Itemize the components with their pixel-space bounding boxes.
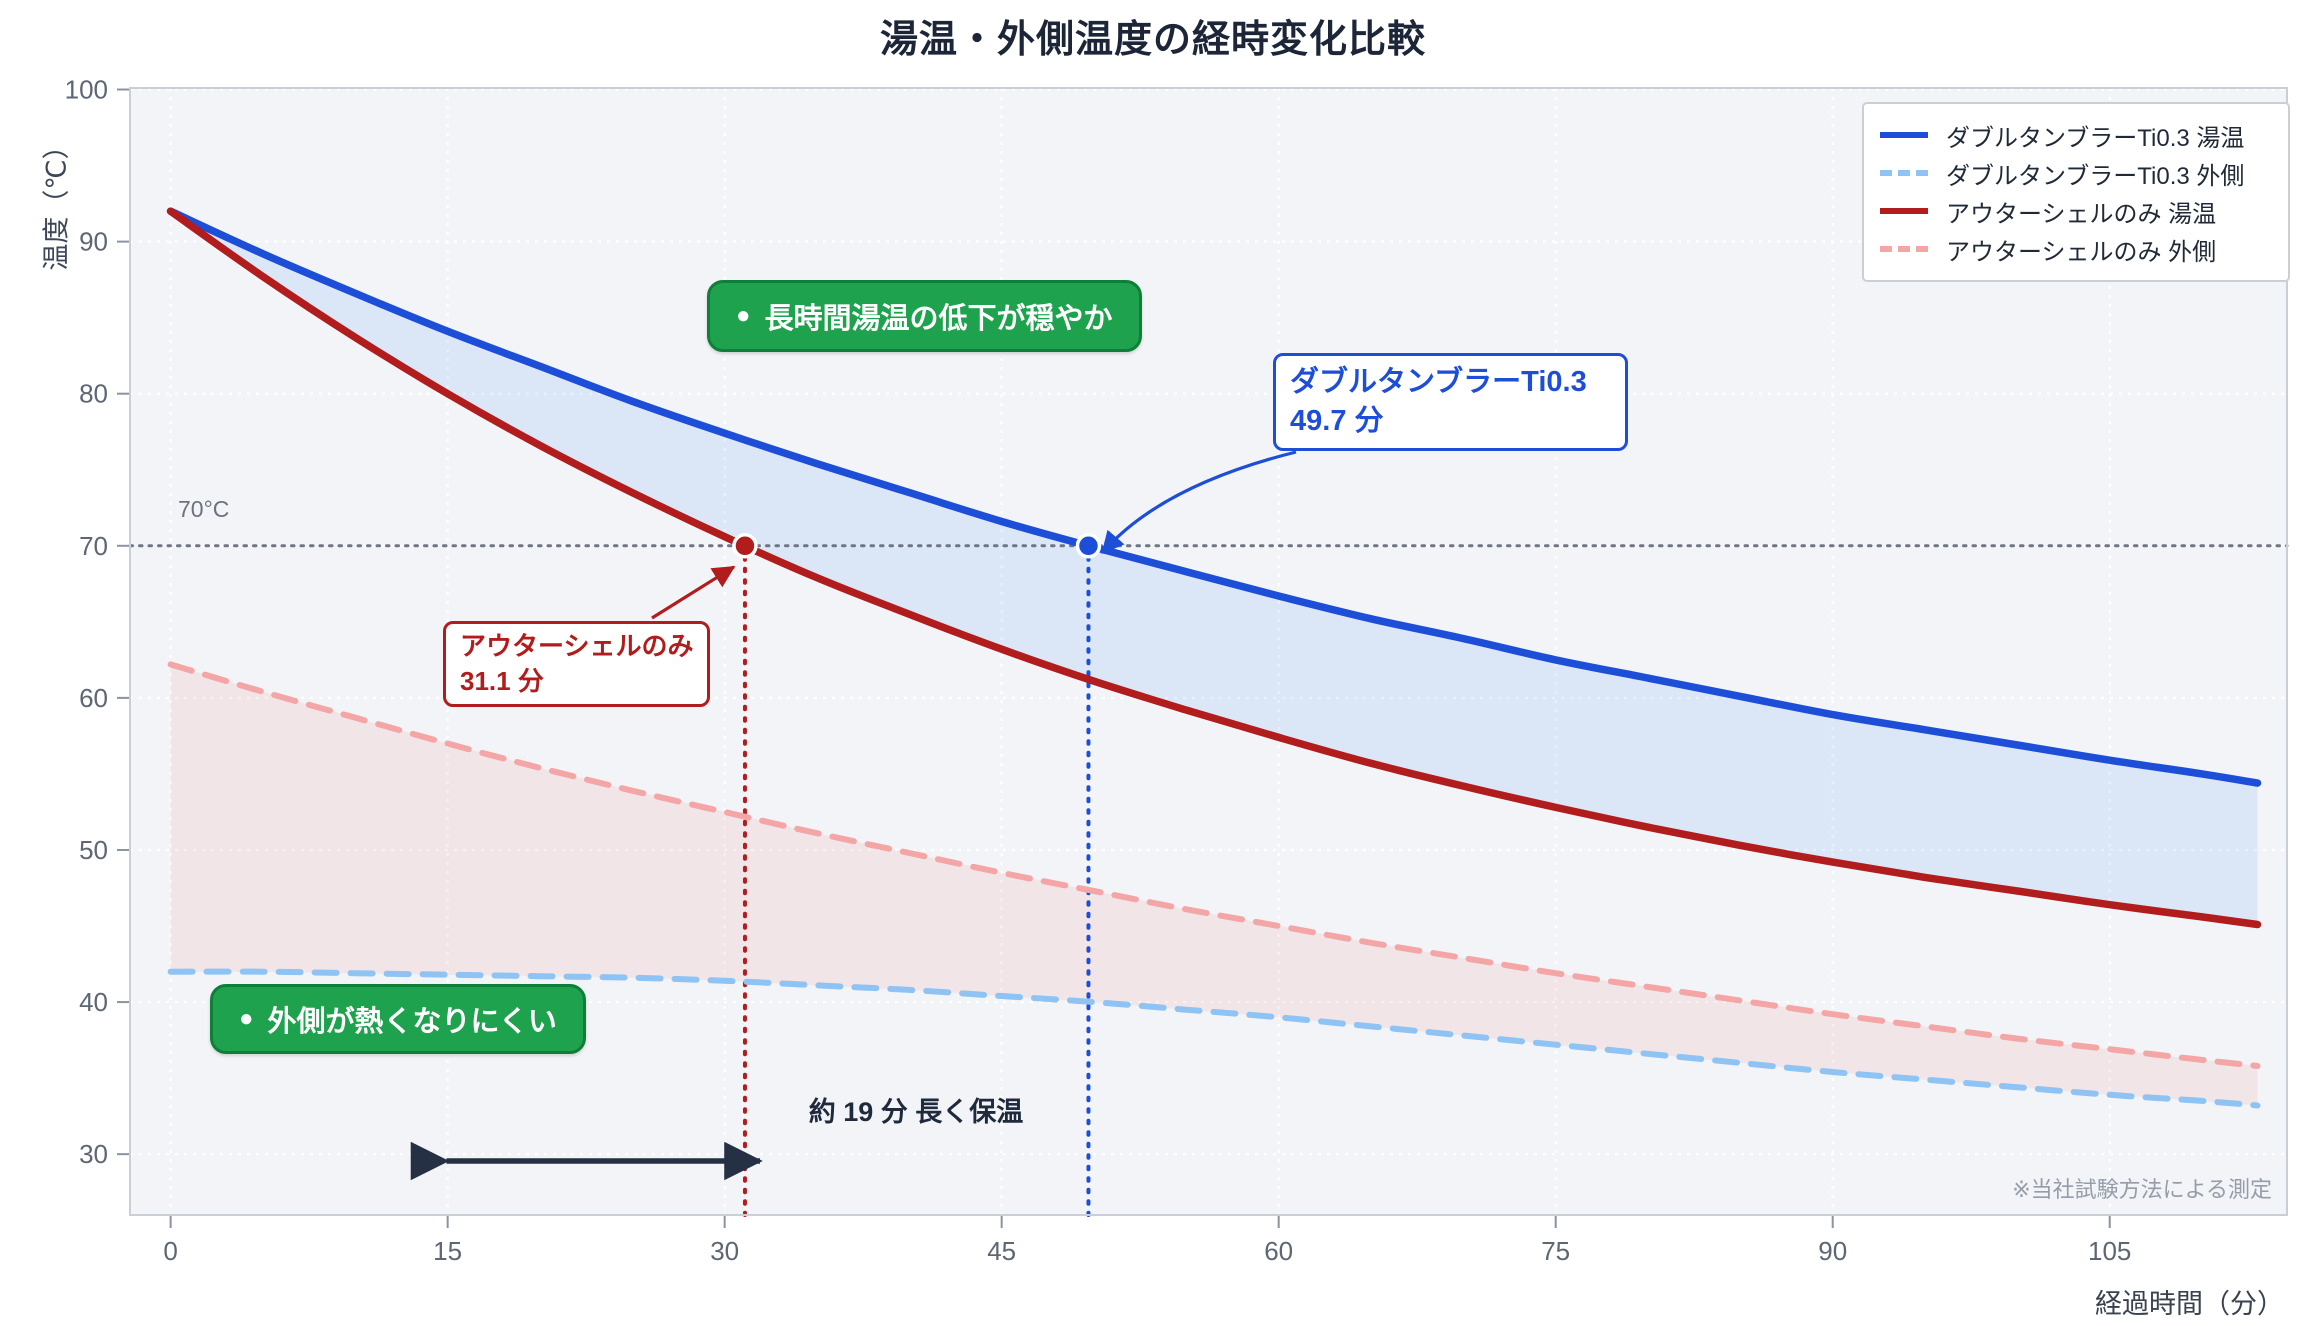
svg-text:60: 60 — [1264, 1236, 1293, 1266]
svg-text:70: 70 — [79, 531, 108, 561]
svg-text:60: 60 — [79, 683, 108, 713]
legend-swatch-red-solid — [1880, 208, 1928, 214]
svg-text:50: 50 — [79, 835, 108, 865]
svg-text:30: 30 — [710, 1236, 739, 1266]
svg-text:0: 0 — [163, 1236, 177, 1266]
callout-double-tumbler: ダブルタンブラーTi0.3 49.7 分 — [1273, 353, 1628, 452]
legend: ダブルタンブラーTi0.3 湯温 ダブルタンブラーTi0.3 外側 アウターシェ… — [1862, 102, 2290, 282]
svg-text:90: 90 — [79, 227, 108, 257]
badge-text: 外側が熱くなりにくい — [267, 1006, 557, 1038]
callout-outer-shell: アウターシェルのみ 31.1 分 — [443, 621, 711, 708]
svg-text:75: 75 — [1541, 1236, 1570, 1266]
legend-label: ダブルタンブラーTi0.3 湯温 — [1946, 124, 2245, 152]
svg-text:45: 45 — [987, 1236, 1016, 1266]
measurement-note: ※当社試験方法による測定 — [2012, 1177, 2272, 1202]
callout-minutes: 31.1 分 — [460, 666, 544, 697]
svg-text:30: 30 — [79, 1139, 108, 1169]
svg-text:40: 40 — [79, 987, 108, 1017]
legend-label: ダブルタンブラーTi0.3 外側 — [1946, 162, 2245, 190]
legend-swatch-blue-solid — [1880, 132, 1928, 138]
svg-text:15: 15 — [433, 1236, 462, 1266]
insight-badge-keep-warm: ● 長時間湯温の低下が穏やか — [707, 280, 1142, 352]
duration-arrow-label: 約 19 分 長く保温 — [808, 1097, 1024, 1127]
badge-text: 長時間湯温の低下が穏やか — [764, 303, 1113, 335]
callout-minutes: 49.7 分 — [1290, 405, 1384, 438]
legend-item: アウターシェルのみ 外側 — [1880, 230, 2272, 268]
svg-text:100: 100 — [65, 75, 108, 105]
callout-product: ダブルタンブラーTi0.3 — [1290, 366, 1587, 398]
svg-text:105: 105 — [2088, 1236, 2131, 1266]
chart-title: 湯温・外側温度の経時変化比較 — [879, 19, 1426, 61]
legend-item: ダブルタンブラーTi0.3 湯温 — [1880, 116, 2272, 154]
bullet-icon: ● — [736, 302, 751, 329]
x-axis-label: 経過時間（分） — [2095, 1289, 2284, 1319]
callout-product: アウターシェルのみ — [460, 631, 694, 661]
bullet-icon: ● — [239, 1005, 254, 1032]
threshold-70c-label: 70°C — [178, 496, 230, 522]
insight-badge-outer-cool: ● 外側が熱くなりにくい — [210, 984, 586, 1054]
legend-label: アウターシェルのみ 湯温 — [1946, 200, 2217, 228]
legend-swatch-lightblue-dashed — [1880, 170, 1928, 176]
svg-text:90: 90 — [1818, 1236, 1847, 1266]
legend-item: アウターシェルのみ 湯温 — [1880, 192, 2272, 230]
svg-text:80: 80 — [79, 379, 108, 409]
legend-item: ダブルタンブラーTi0.3 外側 — [1880, 154, 2272, 192]
legend-label: アウターシェルのみ 外側 — [1946, 238, 2217, 266]
y-axis-label: 温度（℃） — [41, 132, 72, 271]
legend-swatch-pink-dashed — [1880, 246, 1928, 252]
